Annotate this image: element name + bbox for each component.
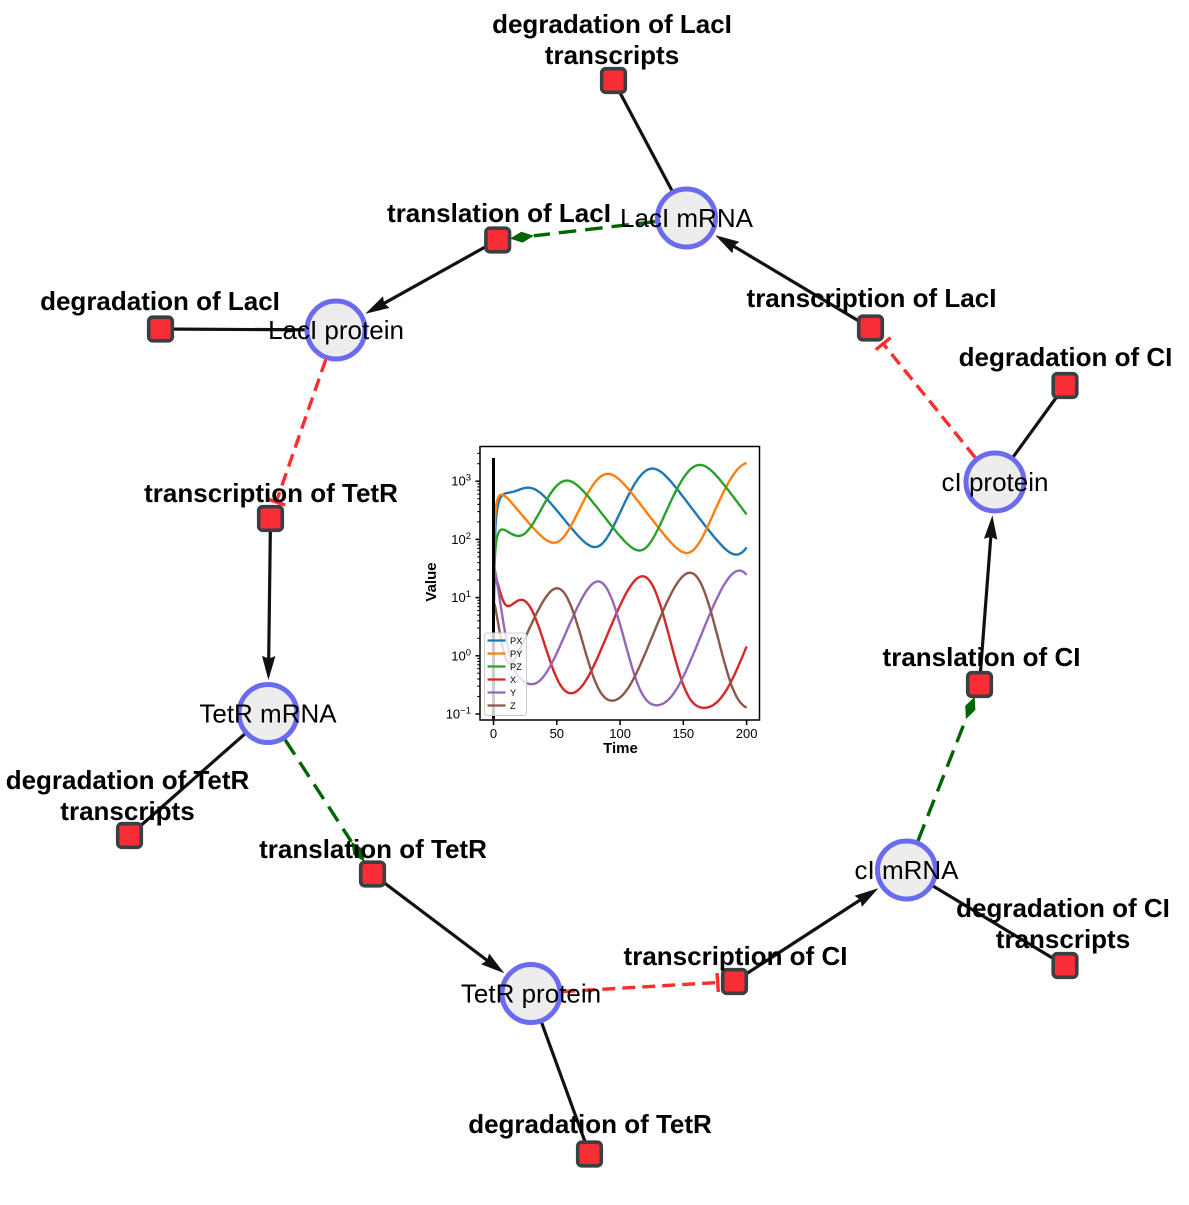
svg-text:100: 100 [609, 726, 631, 741]
svg-text:transcripts: transcripts [996, 924, 1130, 954]
svg-text:translation of LacI: translation of LacI [387, 198, 611, 228]
svg-text:200: 200 [736, 726, 758, 741]
svg-text:0: 0 [490, 726, 497, 741]
svg-text:TetR mRNA: TetR mRNA [199, 699, 337, 729]
svg-text:Z: Z [510, 701, 516, 711]
svg-text:X: X [510, 675, 516, 685]
svg-text:Y: Y [510, 688, 516, 698]
svg-text:LacI mRNA: LacI mRNA [620, 203, 754, 233]
svg-text:degradation of CI: degradation of CI [959, 342, 1173, 372]
svg-text:transcription of TetR: transcription of TetR [144, 478, 398, 508]
svg-text:TetR protein: TetR protein [461, 979, 601, 1009]
svg-text:PX: PX [510, 636, 522, 646]
svg-text:degradation of LacI: degradation of LacI [492, 9, 732, 39]
svg-text:translation of TetR: translation of TetR [259, 834, 487, 864]
svg-text:cI protein: cI protein [942, 467, 1049, 497]
svg-text:transcripts: transcripts [60, 796, 194, 826]
svg-text:Value: Value [423, 562, 440, 601]
svg-text:150: 150 [672, 726, 694, 741]
svg-text:LacI protein: LacI protein [268, 315, 404, 345]
svg-text:PY: PY [510, 649, 522, 659]
svg-text:Time: Time [603, 740, 638, 757]
svg-text:transcripts: transcripts [545, 40, 679, 70]
svg-text:translation of CI: translation of CI [883, 642, 1081, 672]
svg-text:degradation of LacI: degradation of LacI [40, 286, 280, 316]
svg-text:degradation of TetR: degradation of TetR [468, 1109, 712, 1139]
svg-text:PZ: PZ [510, 662, 522, 672]
svg-text:transcription of LacI: transcription of LacI [747, 283, 997, 313]
svg-text:degradation of CI: degradation of CI [956, 893, 1170, 923]
svg-text:degradation of TetR: degradation of TetR [6, 765, 250, 795]
svg-text:transcription of CI: transcription of CI [624, 941, 848, 971]
svg-text:cI mRNA: cI mRNA [855, 855, 960, 885]
svg-text:50: 50 [550, 726, 564, 741]
